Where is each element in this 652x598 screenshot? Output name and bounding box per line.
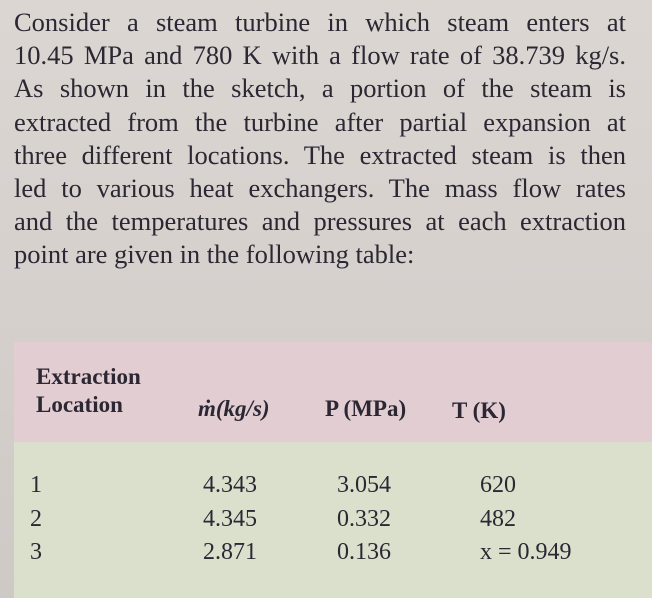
text-line: and the temperatures and pressures at ea… (14, 206, 626, 237)
table-cell: x = 0.949 (480, 539, 572, 565)
header-cell: Location (36, 392, 123, 417)
header-cell: ṁ(kg/s) (198, 396, 270, 421)
table-header-band (14, 342, 652, 442)
table-cell: 482 (480, 506, 516, 532)
table-cell: 4.345 (203, 506, 257, 532)
text-line: As shown in the sketch, a portion of the… (14, 73, 626, 104)
table-cell: 2 (30, 506, 42, 532)
table-cell: 2.871 (203, 539, 257, 565)
text-line: three different locations. The extracted… (14, 139, 626, 170)
table-cell: 3 (30, 539, 42, 565)
header-cell: P (MPa) (325, 396, 407, 421)
table-cell: 0.332 (337, 506, 391, 532)
table-cell: 620 (480, 472, 516, 498)
table-cell: 1 (30, 472, 42, 498)
text-line: point are given in the following table: (14, 239, 415, 270)
table-cell: 3.054 (337, 472, 391, 498)
table-cell: 0.136 (337, 539, 391, 565)
table-cell: 4.343 (203, 472, 257, 498)
header-cell: Extraction (36, 364, 141, 389)
text-line: Consider a steam turbine in which steam … (14, 7, 626, 37)
text-line: led to various heat exchangers. The mass… (14, 173, 626, 204)
table-body-band (14, 442, 652, 598)
text-line: 10.45 MPa and 780 K with a flow rate of … (14, 40, 626, 71)
paragraph: Consider a steam turbine in which steam … (14, 6, 626, 272)
header-cell: T (K) (452, 398, 506, 423)
text-line: extracted from the turbine after partial… (14, 106, 626, 137)
